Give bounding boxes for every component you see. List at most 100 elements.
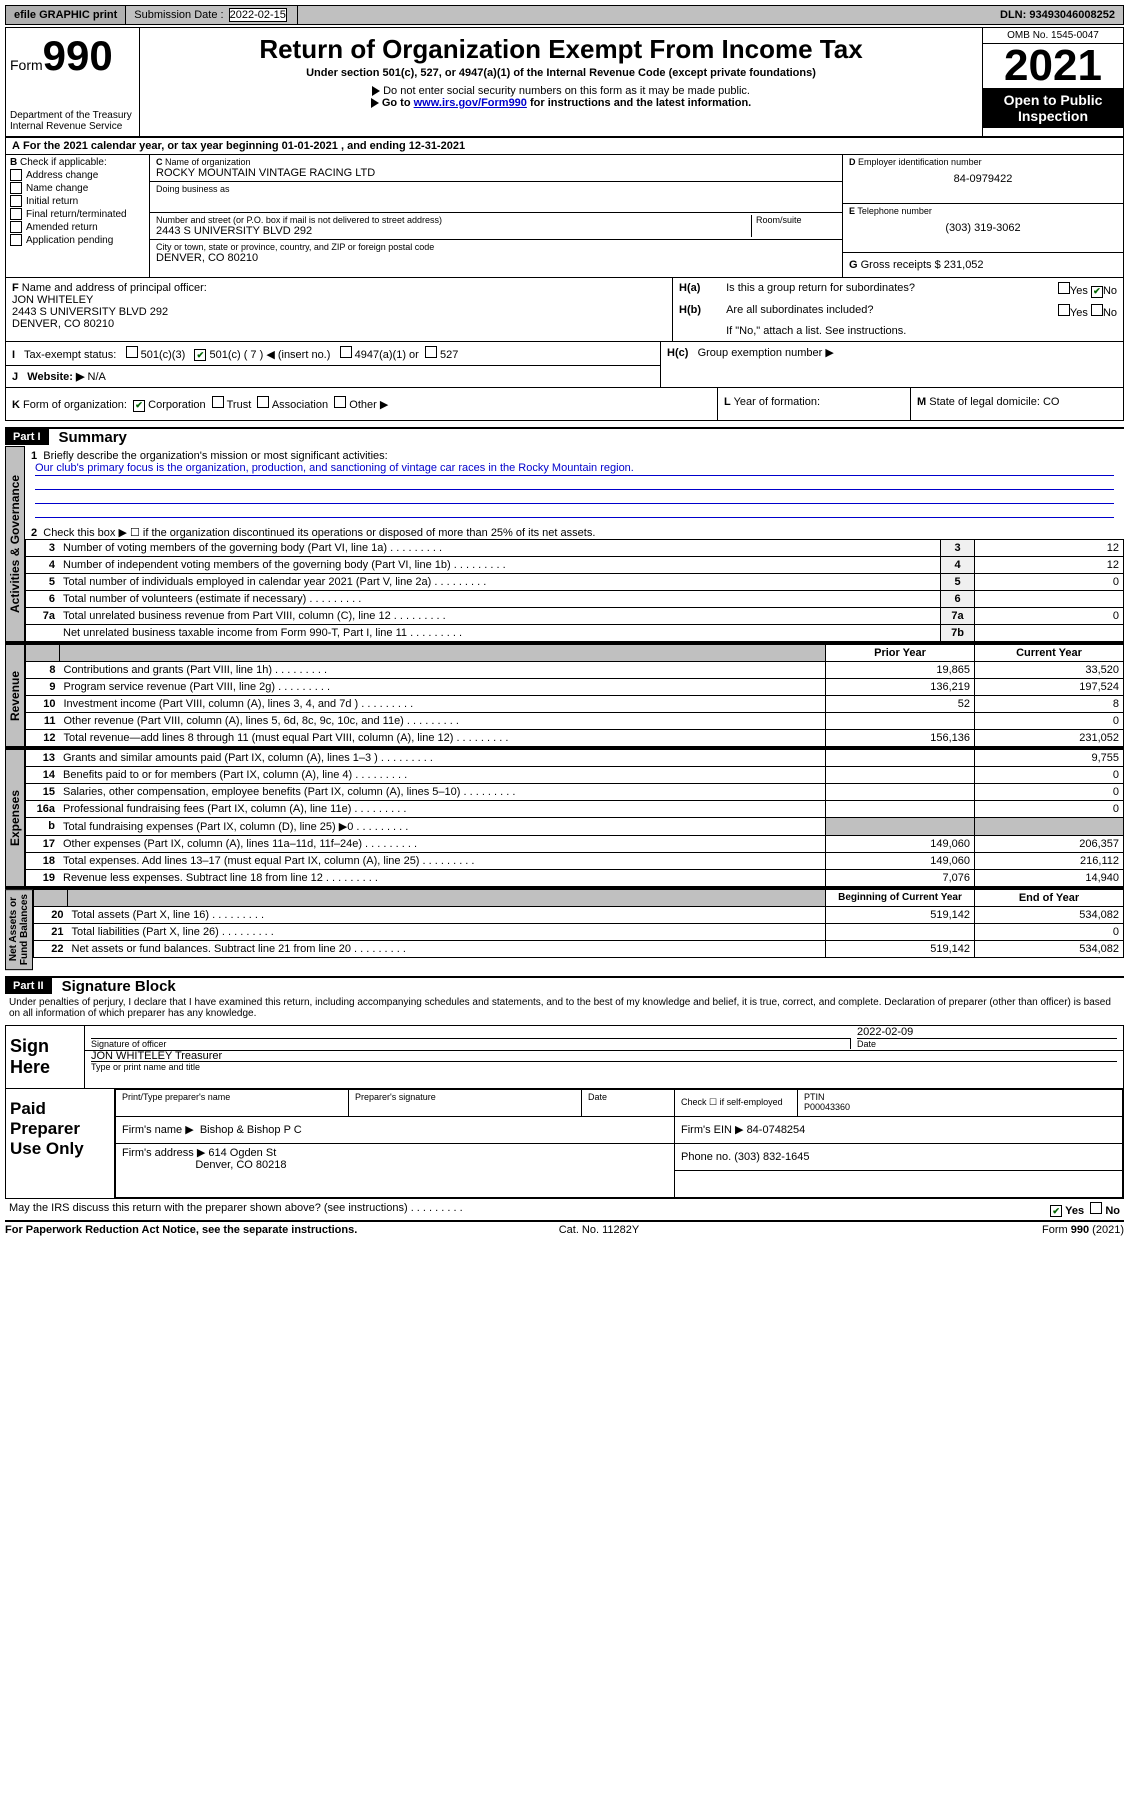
hb-yes-l: Yes	[1070, 307, 1088, 319]
triangle-icon	[372, 86, 380, 96]
discuss-line: May the IRS discuss this return with the…	[5, 1199, 1124, 1221]
ha-no[interactable]	[1091, 286, 1103, 298]
submission-date-label: Submission Date :	[134, 9, 223, 21]
checkbox-address-change[interactable]	[10, 169, 22, 181]
declaration: Under penalties of perjury, I declare th…	[5, 995, 1124, 1021]
firm-ein-l: Firm's EIN ▶	[681, 1124, 744, 1136]
prep-self-h: Check ☐ if self-employed	[675, 1089, 798, 1116]
m-label: State of legal domicile:	[929, 396, 1040, 408]
cb-trust[interactable]	[212, 396, 224, 408]
goto-post: for instructions and the latest informat…	[527, 97, 751, 109]
part1-label: Part I	[5, 429, 49, 445]
ha-q: Is this a group return for subordinates?	[722, 280, 1018, 300]
cb-501c[interactable]	[194, 349, 206, 361]
footer-mid: Cat. No. 11282Y	[559, 1224, 640, 1236]
irs-label: Internal Revenue Service	[10, 121, 135, 132]
hb-no[interactable]	[1091, 304, 1103, 316]
status-block: I Tax-exempt status: 501(c)(3) 501(c) ( …	[5, 342, 1124, 389]
cb-527[interactable]	[425, 346, 437, 358]
submission-label: Submission Date : 2022-02-15	[126, 6, 298, 24]
sig-officer-label: Signature of officer	[91, 1038, 850, 1049]
b-title: Check if applicable:	[20, 157, 107, 168]
part1-header: Part I Summary	[5, 427, 1124, 446]
entity-block: B Check if applicable: Address change Na…	[5, 155, 1124, 278]
telephone: (303) 319-3062	[849, 222, 1117, 234]
sidelabel-governance: Activities & Governance	[5, 446, 25, 642]
e-label: Telephone number	[857, 206, 932, 216]
sidelabel-expenses: Expenses	[5, 749, 25, 887]
discuss-yes: Yes	[1065, 1205, 1084, 1217]
table-net: Beginning of Current YearEnd of Year20To…	[33, 889, 1124, 958]
checkbox-pending[interactable]	[10, 234, 22, 246]
efile-print-button[interactable]: efile GRAPHIC print	[6, 6, 126, 24]
hb-yes[interactable]	[1058, 304, 1070, 316]
form-title: Return of Organization Exempt From Incom…	[150, 34, 972, 65]
sig-date-label: Date	[857, 1038, 1117, 1049]
firm-addr2: Denver, CO 80218	[195, 1159, 286, 1171]
open-inspection: Open to Public Inspection	[983, 88, 1123, 128]
gross-receipts: 231,052	[944, 259, 984, 271]
f-label: Name and address of principal officer:	[22, 282, 207, 294]
period-a: For the 2021 calendar year, or tax year …	[23, 140, 282, 152]
firm-phone: (303) 832-1645	[734, 1151, 809, 1163]
mission-blank1	[35, 476, 1114, 490]
cb-corp[interactable]	[133, 400, 145, 412]
form-number: Form990	[10, 32, 135, 80]
firm-addr-l: Firm's address ▶	[122, 1147, 205, 1159]
sig-date: 2022-02-09	[857, 1026, 1117, 1038]
ha-yes[interactable]	[1058, 282, 1070, 294]
officer-block: F Name and address of principal officer:…	[5, 278, 1124, 342]
j-label: Website: ▶	[27, 371, 84, 383]
klm-block: K Form of organization: Corporation Trus…	[5, 388, 1124, 421]
discuss-q: May the IRS discuss this return with the…	[9, 1202, 463, 1218]
ha-yes-l: Yes	[1070, 285, 1088, 297]
checkbox-initial[interactable]	[10, 195, 22, 207]
firm-ein: 84-0748254	[747, 1124, 806, 1136]
section-expenses: Expenses 13Grants and similar amounts pa…	[5, 749, 1124, 889]
checkbox-final[interactable]	[10, 208, 22, 220]
i-o4: 527	[440, 349, 458, 361]
dln-value: 93493046008252	[1029, 9, 1115, 21]
cb-assoc[interactable]	[257, 396, 269, 408]
officer-name: JON WHITELEY	[12, 294, 93, 306]
discuss-no: No	[1105, 1205, 1120, 1217]
period-begin: 01-01-2021	[282, 140, 338, 152]
section-net: Net Assets orFund Balances Beginning of …	[5, 889, 1124, 970]
k-other: Other ▶	[349, 399, 388, 411]
c-name-label: Name of organization	[165, 157, 251, 167]
k-assoc: Association	[272, 399, 328, 411]
room-label: Room/suite	[751, 215, 836, 237]
page-footer: For Paperwork Reduction Act Notice, see …	[5, 1220, 1124, 1236]
l-label: Year of formation:	[734, 396, 820, 408]
dln: DLN: 93493046008252	[992, 6, 1123, 24]
firm-name: Bishop & Bishop P C	[200, 1124, 302, 1136]
k-label: Form of organization:	[23, 399, 127, 411]
cb-501c3[interactable]	[126, 346, 138, 358]
street-label: Number and street (or P.O. box if mail i…	[156, 215, 751, 225]
prep-name-h: Print/Type preparer's name	[116, 1089, 349, 1116]
table-expenses: 13Grants and similar amounts paid (Part …	[25, 749, 1124, 887]
k-trust: Trust	[227, 399, 252, 411]
discuss-yes-cb[interactable]	[1050, 1205, 1062, 1217]
opt-name: Name change	[26, 183, 88, 194]
officer-addr1: 2443 S UNIVERSITY BLVD 292	[12, 306, 168, 318]
irs-link[interactable]: www.irs.gov/Form990	[414, 97, 527, 109]
part2-title: Signature Block	[62, 978, 176, 995]
mission-blank2	[35, 490, 1114, 504]
discuss-no-cb[interactable]	[1090, 1202, 1102, 1214]
checkbox-amended[interactable]	[10, 221, 22, 233]
i-o2: 501(c) ( 7 ) ◀ (insert no.)	[209, 349, 330, 361]
m-val: CO	[1043, 396, 1060, 408]
hb-q: Are all subordinates included?	[722, 302, 1018, 321]
k-corp: Corporation	[148, 399, 205, 411]
cb-other[interactable]	[334, 396, 346, 408]
l2-text: Check this box ▶ ☐ if the organization d…	[43, 527, 595, 539]
goto-pre: Go to	[382, 97, 414, 109]
triangle-icon	[371, 98, 379, 108]
checkbox-name-change[interactable]	[10, 182, 22, 194]
i-o3: 4947(a)(1) or	[355, 349, 419, 361]
part2-header: Part II Signature Block	[5, 976, 1124, 995]
officer-addr2: DENVER, CO 80210	[12, 318, 114, 330]
cb-4947[interactable]	[340, 346, 352, 358]
paid-preparer-block: Paid Preparer Use Only Print/Type prepar…	[5, 1089, 1124, 1199]
